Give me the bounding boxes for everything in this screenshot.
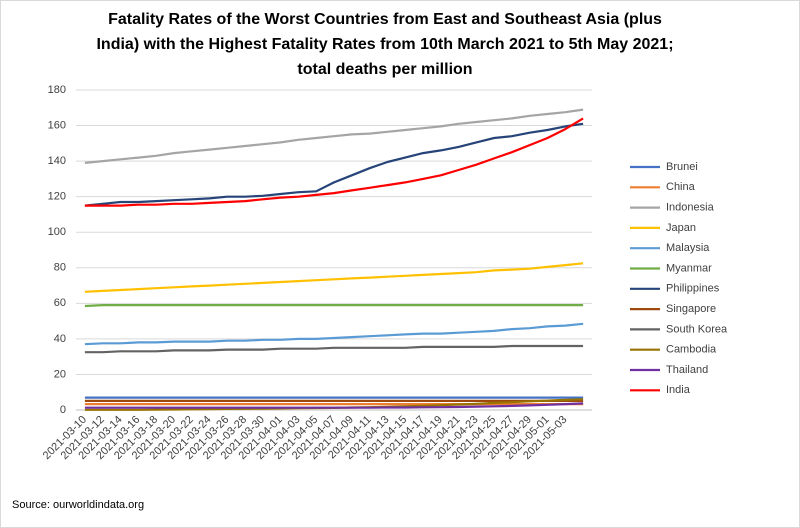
chart-title: Fatality Rates of the Worst Countries fr… xyxy=(108,11,662,28)
series-line xyxy=(84,262,584,293)
series-line xyxy=(84,108,584,164)
legend-label: South Korea xyxy=(666,323,728,335)
legend-label: Myanmar xyxy=(666,262,712,274)
legend-label: India xyxy=(666,384,691,396)
series-line xyxy=(84,344,584,354)
source: Source: ourworldindata.org xyxy=(12,499,144,511)
legend-label: China xyxy=(666,181,696,193)
legend-label: Philippines xyxy=(666,283,720,295)
y-tick-label: 100 xyxy=(48,226,66,238)
series-line xyxy=(84,402,584,409)
legend-label: Thailand xyxy=(666,364,708,376)
series-line xyxy=(84,122,584,207)
y-tick-label: 60 xyxy=(54,297,66,309)
series-line xyxy=(84,304,584,308)
y-tick-label: 180 xyxy=(48,84,66,96)
y-tick-label: 20 xyxy=(54,368,66,380)
y-tick-label: 80 xyxy=(54,262,66,274)
y-tick-label: 160 xyxy=(48,119,66,131)
y-tick-label: 0 xyxy=(60,404,66,416)
y-tick-label: 40 xyxy=(54,333,66,345)
legend-label: Malaysia xyxy=(666,242,710,254)
legend-label: Brunei xyxy=(666,161,698,173)
legend-label: Japan xyxy=(666,222,696,234)
legend-label: Cambodia xyxy=(666,344,717,356)
y-tick-label: 140 xyxy=(48,155,66,167)
chart-title: India) with the Highest Fatality Rates f… xyxy=(96,36,673,53)
y-tick-label: 120 xyxy=(48,191,66,203)
legend-label: Singapore xyxy=(666,303,716,315)
series-line xyxy=(84,322,584,346)
series-line xyxy=(84,117,584,207)
legend-label: Indonesia xyxy=(666,202,715,214)
chart-title: total deaths per million xyxy=(297,61,472,78)
